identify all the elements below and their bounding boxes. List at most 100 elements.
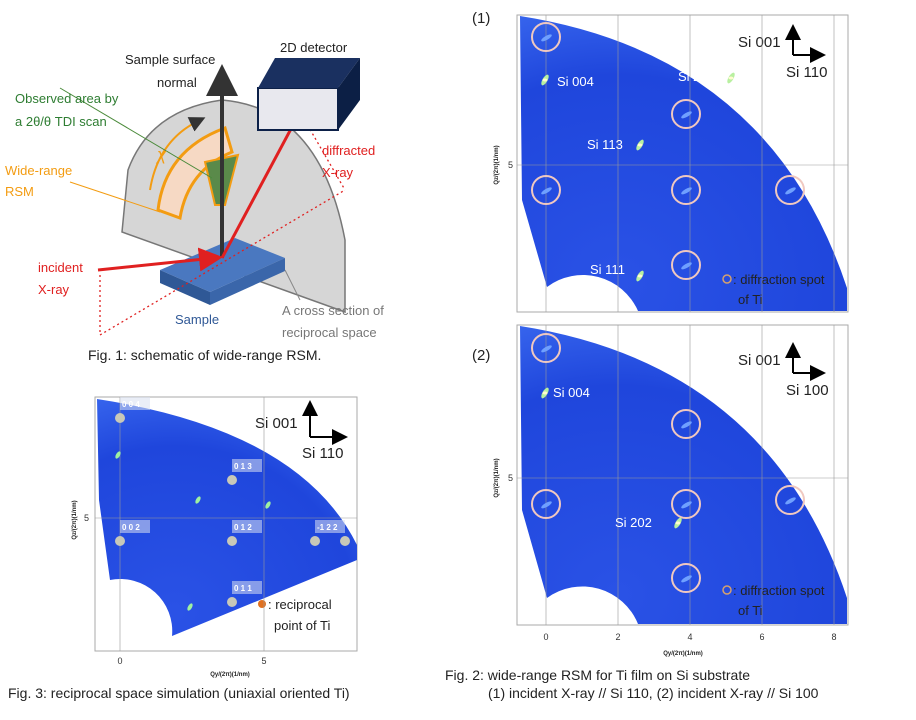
sample-front xyxy=(210,258,285,305)
x-tick-label: 6 xyxy=(759,632,764,642)
reciprocal-point xyxy=(227,536,237,546)
bragg-spot-core xyxy=(637,274,643,278)
ti-circle xyxy=(775,485,805,515)
axis-up-label: Si 001 xyxy=(738,34,781,51)
normal-label: Sample surface xyxy=(125,52,215,67)
spot-label: Si 111 xyxy=(590,262,625,277)
caption: (1) incident X-ray // Si 110, (2) incide… xyxy=(488,685,819,701)
ti-spot xyxy=(681,187,692,195)
incident-arrow xyxy=(97,247,223,272)
label-box xyxy=(232,459,262,472)
point-label: 0 0 2 xyxy=(122,523,140,532)
detector-top xyxy=(258,58,360,88)
legend-dot xyxy=(258,600,266,608)
x-tick-label: 5 xyxy=(261,656,266,666)
reciprocal-point xyxy=(310,536,320,546)
ti-spot xyxy=(681,262,692,270)
reciprocal-point xyxy=(115,413,125,423)
ti-spot xyxy=(681,421,692,429)
y-title: Qz/(2π)(1/nm) xyxy=(494,145,500,184)
normal-label: normal xyxy=(157,75,197,90)
caption: Fig. 3: reciprocal space simulation (uni… xyxy=(8,685,350,701)
detector-front xyxy=(257,87,339,131)
ti-circle xyxy=(531,489,561,519)
bragg-spot-core xyxy=(728,76,734,80)
y-title: Qz/(2π)(1/nm) xyxy=(494,458,500,497)
ti-circle xyxy=(671,250,701,280)
spot-label: Si 113 xyxy=(587,137,623,152)
rsm-map xyxy=(520,16,847,311)
observed-label: Observed area by xyxy=(15,91,119,106)
y-title: Qz/(2π)(1/nm) xyxy=(72,500,78,539)
point-label: 0 1 1 xyxy=(234,584,252,593)
ti-spot xyxy=(785,497,796,505)
bragg-spot-core xyxy=(675,521,681,525)
sample-side xyxy=(160,270,210,305)
label-box xyxy=(232,520,262,533)
x-tick-label: 8 xyxy=(831,632,836,642)
point-label: -1 2 2 xyxy=(317,523,338,532)
observed-label: a 2θ/θ TDI scan xyxy=(15,114,107,129)
label-box xyxy=(232,581,262,594)
ti-circle xyxy=(671,175,701,205)
wide-range-area xyxy=(156,126,234,221)
legend-label: : reciprocal xyxy=(268,597,332,612)
y-tick-label: 5 xyxy=(508,473,513,483)
caption: Fig. 2: wide-range RSM for Ti film on Si… xyxy=(445,667,750,683)
ti-circle xyxy=(671,99,701,129)
bragg-spot-core xyxy=(542,78,548,82)
incident-label: X-ray xyxy=(38,282,70,297)
ti-spot xyxy=(681,111,692,119)
ti-circle xyxy=(671,563,701,593)
legend-circle xyxy=(722,274,732,284)
ti-spot xyxy=(681,501,692,509)
point-label: 0 1 3 xyxy=(234,462,252,471)
legend-label: of Ti xyxy=(738,292,763,307)
legend-label: point of Ti xyxy=(274,618,330,633)
ti-circle xyxy=(531,175,561,205)
diffracted-arrow xyxy=(220,104,305,259)
ti-circle xyxy=(775,175,805,205)
point-label: 0 1 2 xyxy=(234,523,252,532)
ti-spot xyxy=(541,187,552,195)
reciprocal-point xyxy=(115,536,125,546)
diffracted-label: X-ray xyxy=(322,165,354,180)
rsm-label: Wide-range xyxy=(5,163,72,178)
ti-spot xyxy=(541,501,552,509)
legend-label: of Ti xyxy=(738,603,763,618)
panel-label: (1) xyxy=(472,10,490,27)
x-tick-label: 0 xyxy=(117,656,122,666)
y-tick-label: 5 xyxy=(84,513,89,523)
chi-label: χ xyxy=(155,145,167,164)
observed-leader xyxy=(59,87,213,179)
reciprocal-point xyxy=(227,475,237,485)
caption: Fig. 1: schematic of wide-range RSM. xyxy=(88,347,321,363)
bragg-spot xyxy=(265,501,271,509)
spot-label: Si 004 xyxy=(557,74,594,89)
simulation-map xyxy=(97,399,357,636)
bragg-spot xyxy=(187,603,193,611)
panel-label: (2) xyxy=(472,347,490,364)
reciprocal-point xyxy=(227,597,237,607)
label-box xyxy=(120,397,150,410)
ti-spot xyxy=(541,345,552,353)
fig1-schematic: 2D detector Sample surface normal Observ… xyxy=(5,40,384,363)
bragg-spot-core xyxy=(637,143,643,147)
label-box xyxy=(315,520,345,533)
fig2-panel-1: (1) Qz/(2π)(1/nm) 5 Si 001 Si 110 : diff… xyxy=(472,10,849,313)
incident-label: incident xyxy=(38,260,83,275)
legend-label: : diffraction spot xyxy=(733,272,825,287)
y-tick-label: 5 xyxy=(508,160,513,170)
ti-spot xyxy=(785,187,796,195)
legend-label: : diffraction spot xyxy=(733,583,825,598)
ti-circle xyxy=(671,489,701,519)
diffracted-label: diffracted xyxy=(322,143,375,158)
cross-leader xyxy=(284,269,301,301)
fig3-simulation: Qz/(2π)(1/nm) 5 Qy/(2π)(1/nm) Si 001 Si … xyxy=(8,396,358,701)
reciprocal-point xyxy=(340,536,350,546)
ti-circle xyxy=(531,22,561,52)
cross-section-label: reciprocal space xyxy=(282,325,377,340)
legend-circle xyxy=(722,585,732,595)
bragg-spot-core xyxy=(542,391,548,395)
